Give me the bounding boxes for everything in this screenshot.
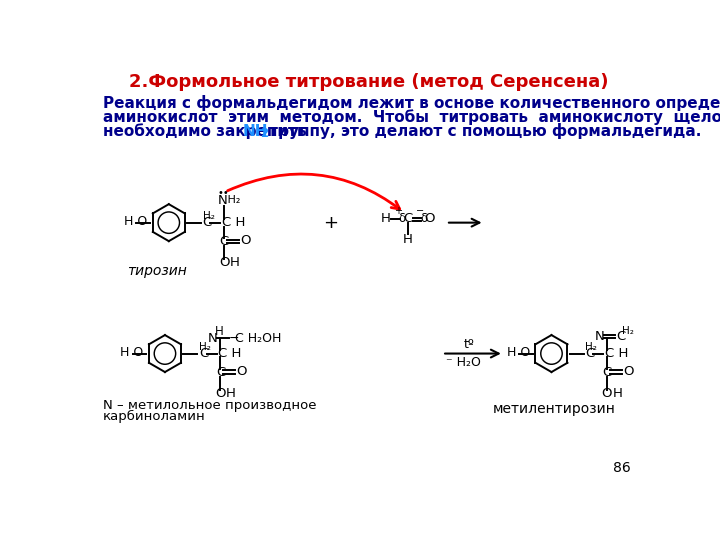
- Text: H O: H O: [507, 346, 530, 359]
- Text: O: O: [219, 256, 230, 269]
- Text: Реакция с формальдегидом лежит в основе количественного определения: Реакция с формальдегидом лежит в основе …: [102, 95, 720, 111]
- Text: +: +: [395, 206, 402, 216]
- Text: 2.Формольное титрование (метод Серенсена): 2.Формольное титрование (метод Серенсена…: [130, 73, 608, 91]
- Text: N: N: [218, 194, 228, 207]
- Text: ••: ••: [217, 188, 229, 198]
- Text: δ: δ: [420, 212, 427, 225]
- Text: C: C: [203, 216, 212, 229]
- Text: H: H: [215, 326, 223, 339]
- Text: 86: 86: [613, 461, 631, 475]
- Text: N: N: [594, 330, 604, 343]
- Text: δ: δ: [399, 212, 405, 225]
- Text: H₂: H₂: [199, 342, 211, 352]
- Text: аминокислот  этим  методом.  Чтобы  титровать  аминокислоту  щелочью,: аминокислот этим методом. Чтобы титроват…: [102, 109, 720, 125]
- Text: C H: C H: [605, 347, 628, 360]
- Text: H O: H O: [124, 215, 148, 228]
- Text: O: O: [623, 364, 634, 378]
- Text: tº: tº: [464, 338, 474, 351]
- Text: C H: C H: [222, 216, 246, 229]
- Text: C: C: [199, 347, 208, 360]
- Text: ⁻ H₂O: ⁻ H₂O: [446, 355, 480, 368]
- Text: C: C: [585, 347, 595, 360]
- Text: C: C: [603, 366, 611, 379]
- Text: NH: NH: [243, 124, 269, 139]
- Text: тирозин: тирозин: [127, 264, 187, 278]
- Text: −: −: [415, 206, 424, 216]
- Text: H₂: H₂: [203, 211, 215, 221]
- Text: C H: C H: [218, 347, 241, 360]
- Text: C H₂OH: C H₂OH: [235, 332, 282, 345]
- Text: необходимо закрепить: необходимо закрепить: [102, 123, 312, 139]
- Text: +: +: [323, 214, 338, 232]
- Text: H: H: [226, 387, 235, 400]
- FancyArrowPatch shape: [228, 174, 400, 209]
- Text: H₂: H₂: [621, 326, 634, 336]
- Text: H: H: [381, 212, 391, 225]
- Text: 2: 2: [260, 127, 268, 140]
- Text: H O: H O: [120, 346, 143, 359]
- Text: H: H: [612, 387, 622, 400]
- Text: N: N: [208, 332, 217, 345]
- Text: C: C: [616, 330, 626, 343]
- Text: O: O: [601, 387, 612, 400]
- Text: H: H: [402, 233, 413, 246]
- Text: карбиноламин: карбиноламин: [102, 410, 205, 423]
- Text: N – метилольное производное: N – метилольное производное: [102, 400, 316, 413]
- Text: O: O: [240, 234, 251, 247]
- Text: O: O: [215, 387, 225, 400]
- Text: C: C: [403, 212, 412, 225]
- Text: группу, это делают с помощью формальдегида.: группу, это делают с помощью формальдеги…: [265, 123, 701, 139]
- Text: C: C: [216, 366, 225, 379]
- Text: H₂: H₂: [224, 195, 240, 205]
- Text: O: O: [237, 364, 247, 378]
- Text: −: −: [229, 333, 239, 346]
- Text: H₂: H₂: [585, 342, 598, 352]
- Text: O: O: [424, 212, 434, 225]
- Text: C: C: [220, 234, 229, 248]
- Text: метилентирозин: метилентирозин: [492, 402, 615, 416]
- Text: H: H: [230, 256, 240, 269]
